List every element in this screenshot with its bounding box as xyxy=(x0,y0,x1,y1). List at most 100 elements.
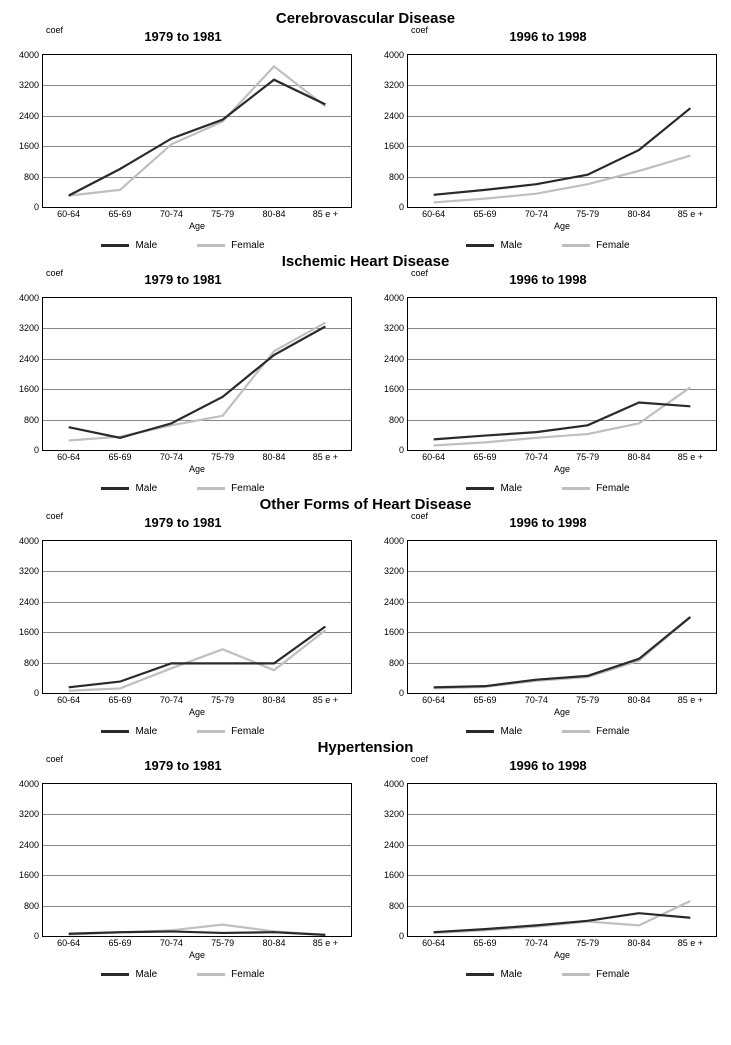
x-axis-title: Age xyxy=(554,707,570,717)
y-tick-label: 3200 xyxy=(19,323,39,333)
x-axis-title: Age xyxy=(189,464,205,474)
y-tick-label: 1600 xyxy=(19,141,39,151)
y-tick-label: 2400 xyxy=(19,354,39,364)
y-tick-label: 800 xyxy=(389,901,404,911)
x-tick-label: 70-74 xyxy=(160,938,183,948)
chart-panel: 1979 to 1981coef0800160024003200400060-6… xyxy=(8,27,358,251)
y-tick-label: 800 xyxy=(24,658,39,668)
legend-label-male: Male xyxy=(500,726,522,737)
y-axis-title: coef xyxy=(46,754,63,764)
y-axis-title: coef xyxy=(411,25,428,35)
x-tick-label: 85 e + xyxy=(313,209,338,219)
legend-swatch-male xyxy=(466,973,494,976)
legend-swatch-male xyxy=(466,244,494,247)
x-axis-title: Age xyxy=(189,950,205,960)
y-tick-label: 1600 xyxy=(384,627,404,637)
x-tick-label: 60-64 xyxy=(422,452,445,462)
x-tick-label: 60-64 xyxy=(422,938,445,948)
section-title: Other Forms of Heart Disease xyxy=(8,496,723,513)
legend-swatch-female xyxy=(562,973,590,976)
x-tick-label: 60-64 xyxy=(422,209,445,219)
legend-label-male: Male xyxy=(135,483,157,494)
y-tick-label: 4000 xyxy=(19,779,39,789)
legend-swatch-male xyxy=(466,730,494,733)
y-tick-label: 0 xyxy=(399,931,404,941)
x-axis-title: Age xyxy=(189,221,205,231)
legend: MaleFemale xyxy=(8,969,358,980)
series-svg xyxy=(43,784,351,936)
y-tick-label: 800 xyxy=(24,901,39,911)
x-tick-label: 70-74 xyxy=(160,209,183,219)
plot-area: 0800160024003200400060-6465-6970-7475-79… xyxy=(42,297,352,451)
x-tick-label: 70-74 xyxy=(525,209,548,219)
x-tick-label: 65-69 xyxy=(473,695,496,705)
x-tick-label: 85 e + xyxy=(678,209,703,219)
x-tick-label: 75-79 xyxy=(576,452,599,462)
x-tick-label: 80-84 xyxy=(627,209,650,219)
chart-wrap: 0800160024003200400060-6465-6970-7475-79… xyxy=(42,44,358,224)
plot-area: 0800160024003200400060-6465-6970-7475-79… xyxy=(407,54,717,208)
y-tick-label: 0 xyxy=(399,445,404,455)
x-tick-label: 60-64 xyxy=(57,695,80,705)
plot-area: 0800160024003200400060-6465-6970-7475-79… xyxy=(42,783,352,937)
plot-area: 0800160024003200400060-6465-6970-7475-79… xyxy=(407,297,717,451)
legend-item-male: Male xyxy=(466,726,522,737)
y-tick-label: 0 xyxy=(399,202,404,212)
x-axis-title: Age xyxy=(554,221,570,231)
chart-panel: 1996 to 1998coef0800160024003200400060-6… xyxy=(373,27,723,251)
series-svg xyxy=(43,541,351,693)
x-tick-label: 70-74 xyxy=(525,695,548,705)
x-tick-label: 60-64 xyxy=(422,695,445,705)
x-tick-label: 75-79 xyxy=(211,209,234,219)
panel-row: 1979 to 1981coef0800160024003200400060-6… xyxy=(8,756,723,980)
legend: MaleFemale xyxy=(373,240,723,251)
y-tick-label: 800 xyxy=(24,172,39,182)
chart-wrap: 0800160024003200400060-6465-6970-7475-79… xyxy=(407,44,723,224)
y-tick-label: 3200 xyxy=(384,323,404,333)
legend-swatch-male xyxy=(466,487,494,490)
x-tick-label: 60-64 xyxy=(57,452,80,462)
y-tick-label: 2400 xyxy=(384,597,404,607)
y-axis-title: coef xyxy=(411,511,428,521)
y-tick-label: 4000 xyxy=(19,536,39,546)
y-tick-label: 1600 xyxy=(19,870,39,880)
x-tick-label: 70-74 xyxy=(525,452,548,462)
chart-panel: 1996 to 1998coef0800160024003200400060-6… xyxy=(373,270,723,494)
legend-label-female: Female xyxy=(231,483,264,494)
y-axis-title: coef xyxy=(46,268,63,278)
x-tick-label: 75-79 xyxy=(211,695,234,705)
series-female xyxy=(434,901,691,933)
x-tick-label: 85 e + xyxy=(313,695,338,705)
series-svg xyxy=(408,55,716,207)
x-tick-label: 85 e + xyxy=(678,695,703,705)
y-axis-title: coef xyxy=(411,268,428,278)
legend-label-female: Female xyxy=(231,240,264,251)
y-tick-label: 3200 xyxy=(19,80,39,90)
series-male xyxy=(69,80,326,196)
x-tick-label: 65-69 xyxy=(108,209,131,219)
legend-item-female: Female xyxy=(197,969,264,980)
x-tick-label: 65-69 xyxy=(108,695,131,705)
series-svg xyxy=(43,55,351,207)
series-svg xyxy=(408,298,716,450)
legend-item-female: Female xyxy=(562,969,629,980)
x-tick-label: 70-74 xyxy=(525,938,548,948)
x-axis-title: Age xyxy=(189,707,205,717)
legend-label-male: Male xyxy=(135,240,157,251)
x-tick-label: 80-84 xyxy=(262,452,285,462)
series-female xyxy=(69,323,326,441)
legend-label-male: Male xyxy=(135,726,157,737)
panel-row: 1979 to 1981coef0800160024003200400060-6… xyxy=(8,27,723,251)
chart-wrap: 0800160024003200400060-6465-6970-7475-79… xyxy=(42,773,358,953)
x-tick-label: 65-69 xyxy=(108,938,131,948)
legend-swatch-female xyxy=(197,487,225,490)
legend-swatch-female xyxy=(197,730,225,733)
x-tick-label: 85 e + xyxy=(678,452,703,462)
series-male xyxy=(434,913,691,932)
plot-area: 0800160024003200400060-6465-6970-7475-79… xyxy=(407,783,717,937)
series-male xyxy=(69,931,326,934)
x-tick-label: 85 e + xyxy=(313,938,338,948)
legend-item-female: Female xyxy=(197,726,264,737)
x-tick-label: 70-74 xyxy=(160,452,183,462)
legend-swatch-female xyxy=(562,730,590,733)
